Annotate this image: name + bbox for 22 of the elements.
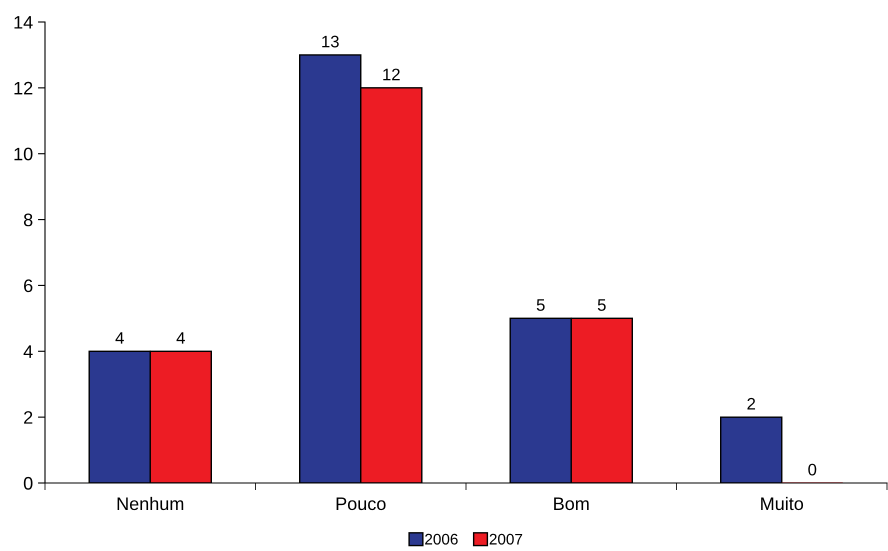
- y-tick-label: 12: [14, 82, 32, 94]
- y-tick-label: 0: [24, 476, 32, 490]
- y-tick-label: 4: [24, 345, 33, 358]
- data-label: 13: [322, 36, 339, 48]
- x-tick-label: Pouco: [336, 498, 386, 510]
- x-tick-label: Bom: [554, 498, 589, 510]
- legend-label: 2006: [425, 534, 458, 545]
- data-label: 5: [536, 299, 545, 311]
- legend-label: 2007: [490, 534, 522, 545]
- x-tick-label: Muito: [761, 496, 804, 510]
- data-label: 2: [747, 398, 756, 410]
- y-tick-label: 2: [24, 411, 32, 424]
- data-label: 12: [383, 68, 400, 80]
- data-label: 5: [598, 299, 606, 311]
- data-label: 0: [808, 464, 816, 476]
- x-tick-label: Nenhum: [118, 496, 184, 510]
- y-tick-label: 14: [14, 16, 33, 29]
- data-label: 4: [115, 332, 124, 344]
- y-tick-label: 6: [24, 279, 32, 292]
- data-label: 4: [176, 332, 185, 344]
- y-tick-label: 10: [14, 148, 32, 160]
- y-tick-label: 8: [24, 214, 32, 226]
